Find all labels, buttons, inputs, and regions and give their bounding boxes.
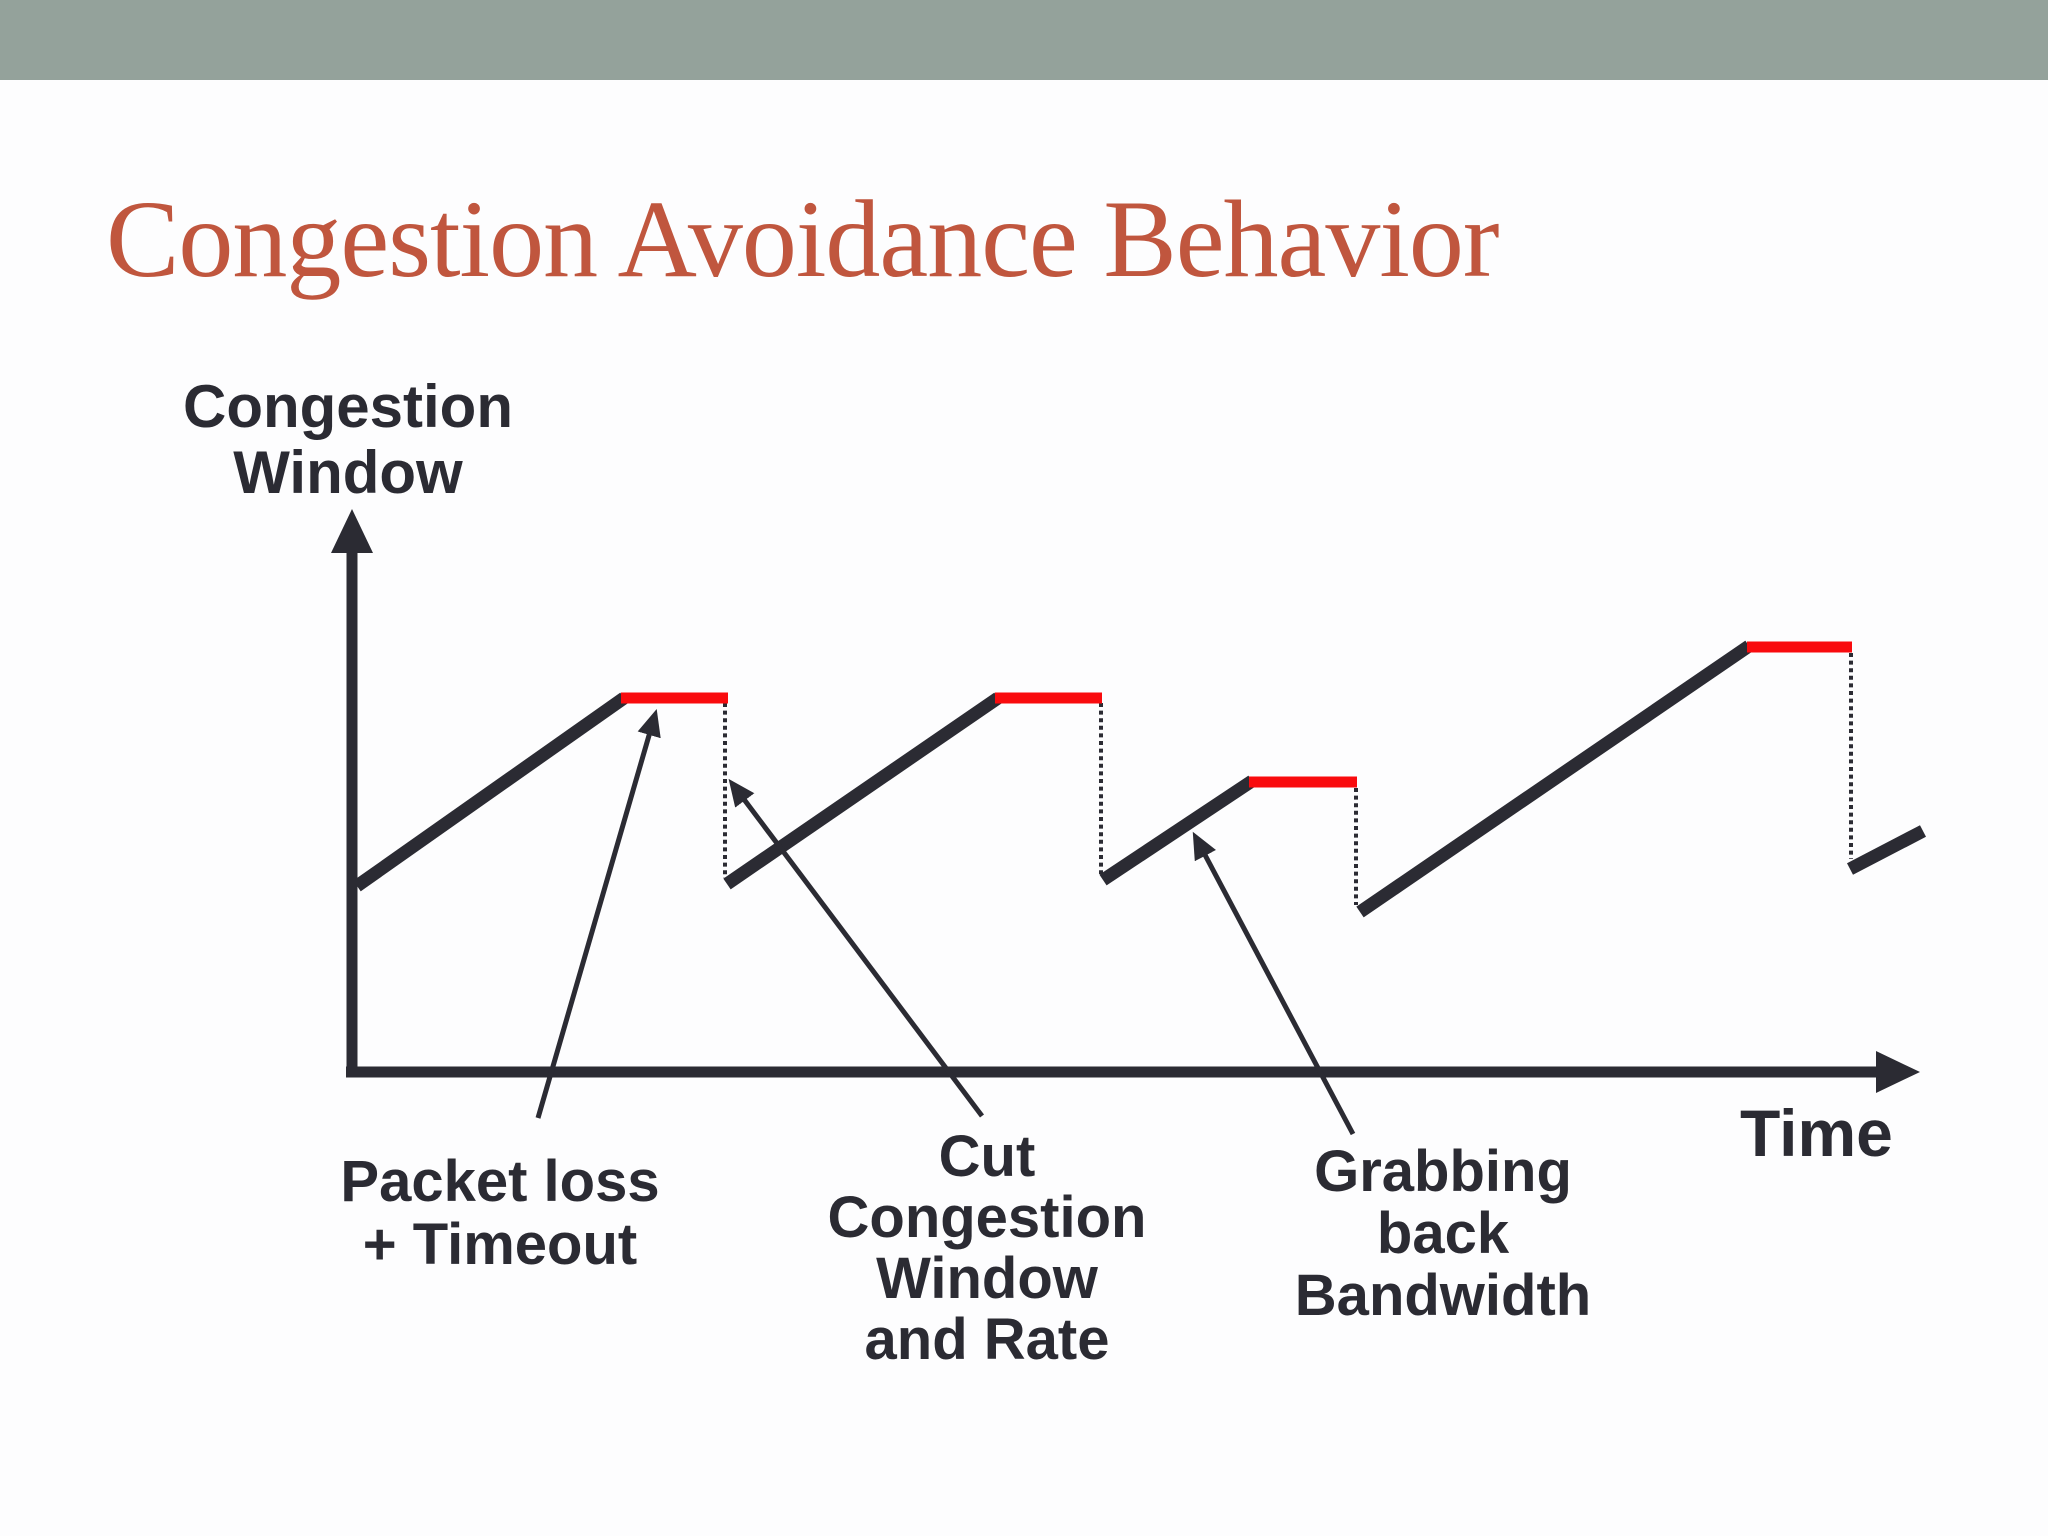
cwnd-growth-line: [1356, 640, 1753, 918]
cwnd-growth-line: [1099, 775, 1256, 886]
cwnd-growth-line: [723, 692, 1002, 890]
slide-title: Congestion Avoidance Behavior: [106, 178, 1500, 300]
cwnd-growth-line: [1846, 825, 1927, 875]
x-axis-label: Time: [1740, 1096, 1893, 1170]
header-band: [0, 0, 2048, 80]
cwnd-growth-line: [353, 692, 628, 892]
figure-layer: [331, 509, 1927, 1136]
annotation-arrow: [1192, 831, 1356, 1136]
annotation-arrow: [728, 778, 984, 1118]
annotation-cut-congestion-window: Cut Congestion Window and Rate: [827, 1124, 1147, 1372]
annotation-arrow: [535, 708, 661, 1119]
y-axis-label: Congestion Window: [183, 373, 513, 506]
annotation-grabbing-back-bandwidth: Grabbing back Bandwidth: [1294, 1139, 1592, 1328]
annotation-packet-loss: Packet loss + Timeout: [340, 1149, 660, 1277]
